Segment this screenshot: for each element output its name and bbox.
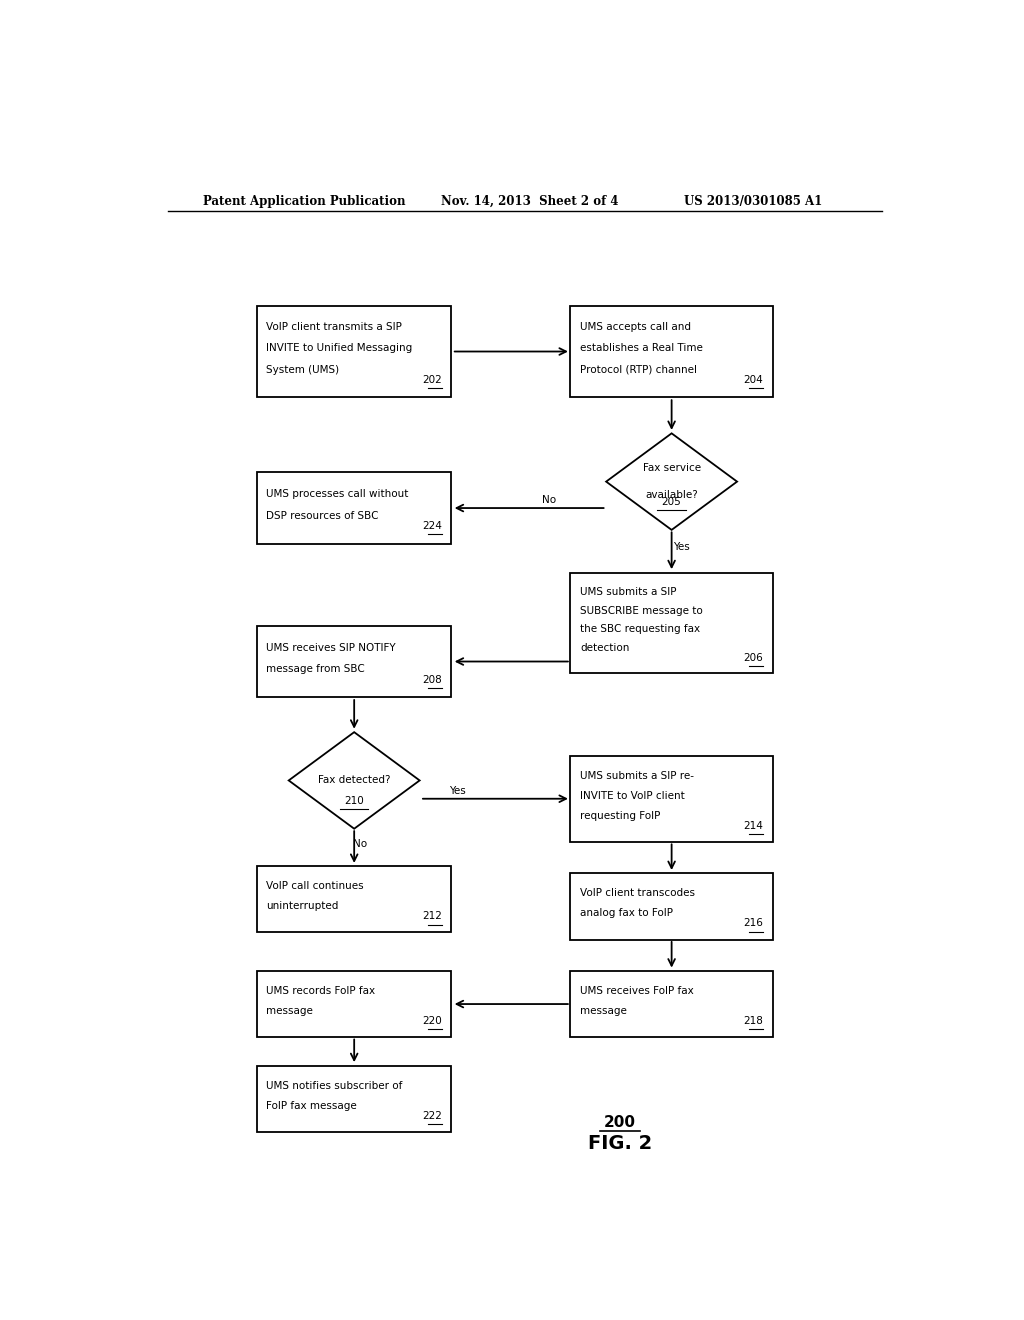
Text: 210: 210	[344, 796, 365, 805]
Text: Yes: Yes	[449, 785, 466, 796]
Text: UMS submits a SIP: UMS submits a SIP	[580, 587, 677, 597]
Text: detection: detection	[580, 643, 630, 653]
Text: UMS processes call without: UMS processes call without	[266, 488, 409, 499]
Bar	[257, 866, 452, 932]
Text: uninterrupted: uninterrupted	[266, 902, 339, 911]
Text: Nov. 14, 2013  Sheet 2 of 4: Nov. 14, 2013 Sheet 2 of 4	[441, 194, 618, 207]
Text: FIG. 2: FIG. 2	[588, 1134, 652, 1152]
Text: UMS submits a SIP re-: UMS submits a SIP re-	[580, 771, 694, 780]
Text: UMS records FoIP fax: UMS records FoIP fax	[266, 986, 376, 997]
Text: establishes a Real Time: establishes a Real Time	[580, 343, 702, 354]
Text: 200: 200	[604, 1115, 636, 1130]
Text: DSP resources of SBC: DSP resources of SBC	[266, 511, 379, 520]
Text: UMS accepts call and: UMS accepts call and	[580, 322, 691, 333]
Text: message from SBC: message from SBC	[266, 664, 366, 675]
Text: 214: 214	[743, 821, 763, 830]
Text: INVITE to Unified Messaging: INVITE to Unified Messaging	[266, 343, 413, 354]
Text: US 2013/0301085 A1: US 2013/0301085 A1	[684, 194, 822, 207]
Text: message: message	[266, 1006, 313, 1016]
Bar	[257, 473, 452, 544]
Text: 205: 205	[662, 496, 682, 507]
Text: No: No	[353, 840, 368, 850]
Text: VoIP client transmits a SIP: VoIP client transmits a SIP	[266, 322, 402, 333]
Text: Fax detected?: Fax detected?	[317, 775, 390, 785]
Bar	[570, 573, 773, 673]
Text: available?: available?	[645, 490, 698, 500]
Bar	[257, 972, 452, 1038]
Text: Yes: Yes	[673, 541, 689, 552]
Text: 218: 218	[743, 1016, 763, 1026]
Text: Fax service: Fax service	[642, 463, 700, 474]
Text: message: message	[580, 1006, 627, 1016]
Text: System (UMS): System (UMS)	[266, 364, 340, 375]
Bar	[257, 306, 452, 397]
Text: 212: 212	[422, 911, 442, 921]
Bar	[570, 306, 773, 397]
Text: 208: 208	[422, 675, 442, 685]
Text: FoIP fax message: FoIP fax message	[266, 1101, 357, 1110]
Text: UMS receives SIP NOTIFY: UMS receives SIP NOTIFY	[266, 643, 396, 652]
Text: 202: 202	[422, 375, 442, 385]
Text: SUBSCRIBE message to: SUBSCRIBE message to	[580, 606, 702, 615]
Text: VoIP client transcodes: VoIP client transcodes	[580, 888, 695, 899]
Text: 216: 216	[743, 919, 763, 928]
Text: VoIP call continues: VoIP call continues	[266, 882, 365, 891]
Text: 220: 220	[422, 1016, 442, 1026]
Text: analog fax to FoIP: analog fax to FoIP	[580, 908, 673, 919]
Text: 206: 206	[743, 652, 763, 663]
Text: 204: 204	[743, 375, 763, 385]
Text: No: No	[542, 495, 556, 506]
Text: the SBC requesting fax: the SBC requesting fax	[580, 624, 700, 635]
Bar	[257, 626, 452, 697]
Text: Protocol (RTP) channel: Protocol (RTP) channel	[580, 364, 697, 375]
Text: UMS notifies subscriber of: UMS notifies subscriber of	[266, 1081, 402, 1090]
Polygon shape	[289, 733, 420, 829]
Text: 222: 222	[422, 1110, 442, 1121]
Text: INVITE to VoIP client: INVITE to VoIP client	[580, 791, 685, 801]
Text: requesting FoIP: requesting FoIP	[580, 810, 660, 821]
Bar	[570, 755, 773, 842]
Bar	[570, 874, 773, 940]
Text: Patent Application Publication: Patent Application Publication	[204, 194, 406, 207]
Text: UMS receives FoIP fax: UMS receives FoIP fax	[580, 986, 693, 997]
Text: 224: 224	[422, 521, 442, 532]
Bar	[257, 1065, 452, 1131]
Polygon shape	[606, 433, 737, 529]
Bar	[570, 972, 773, 1038]
